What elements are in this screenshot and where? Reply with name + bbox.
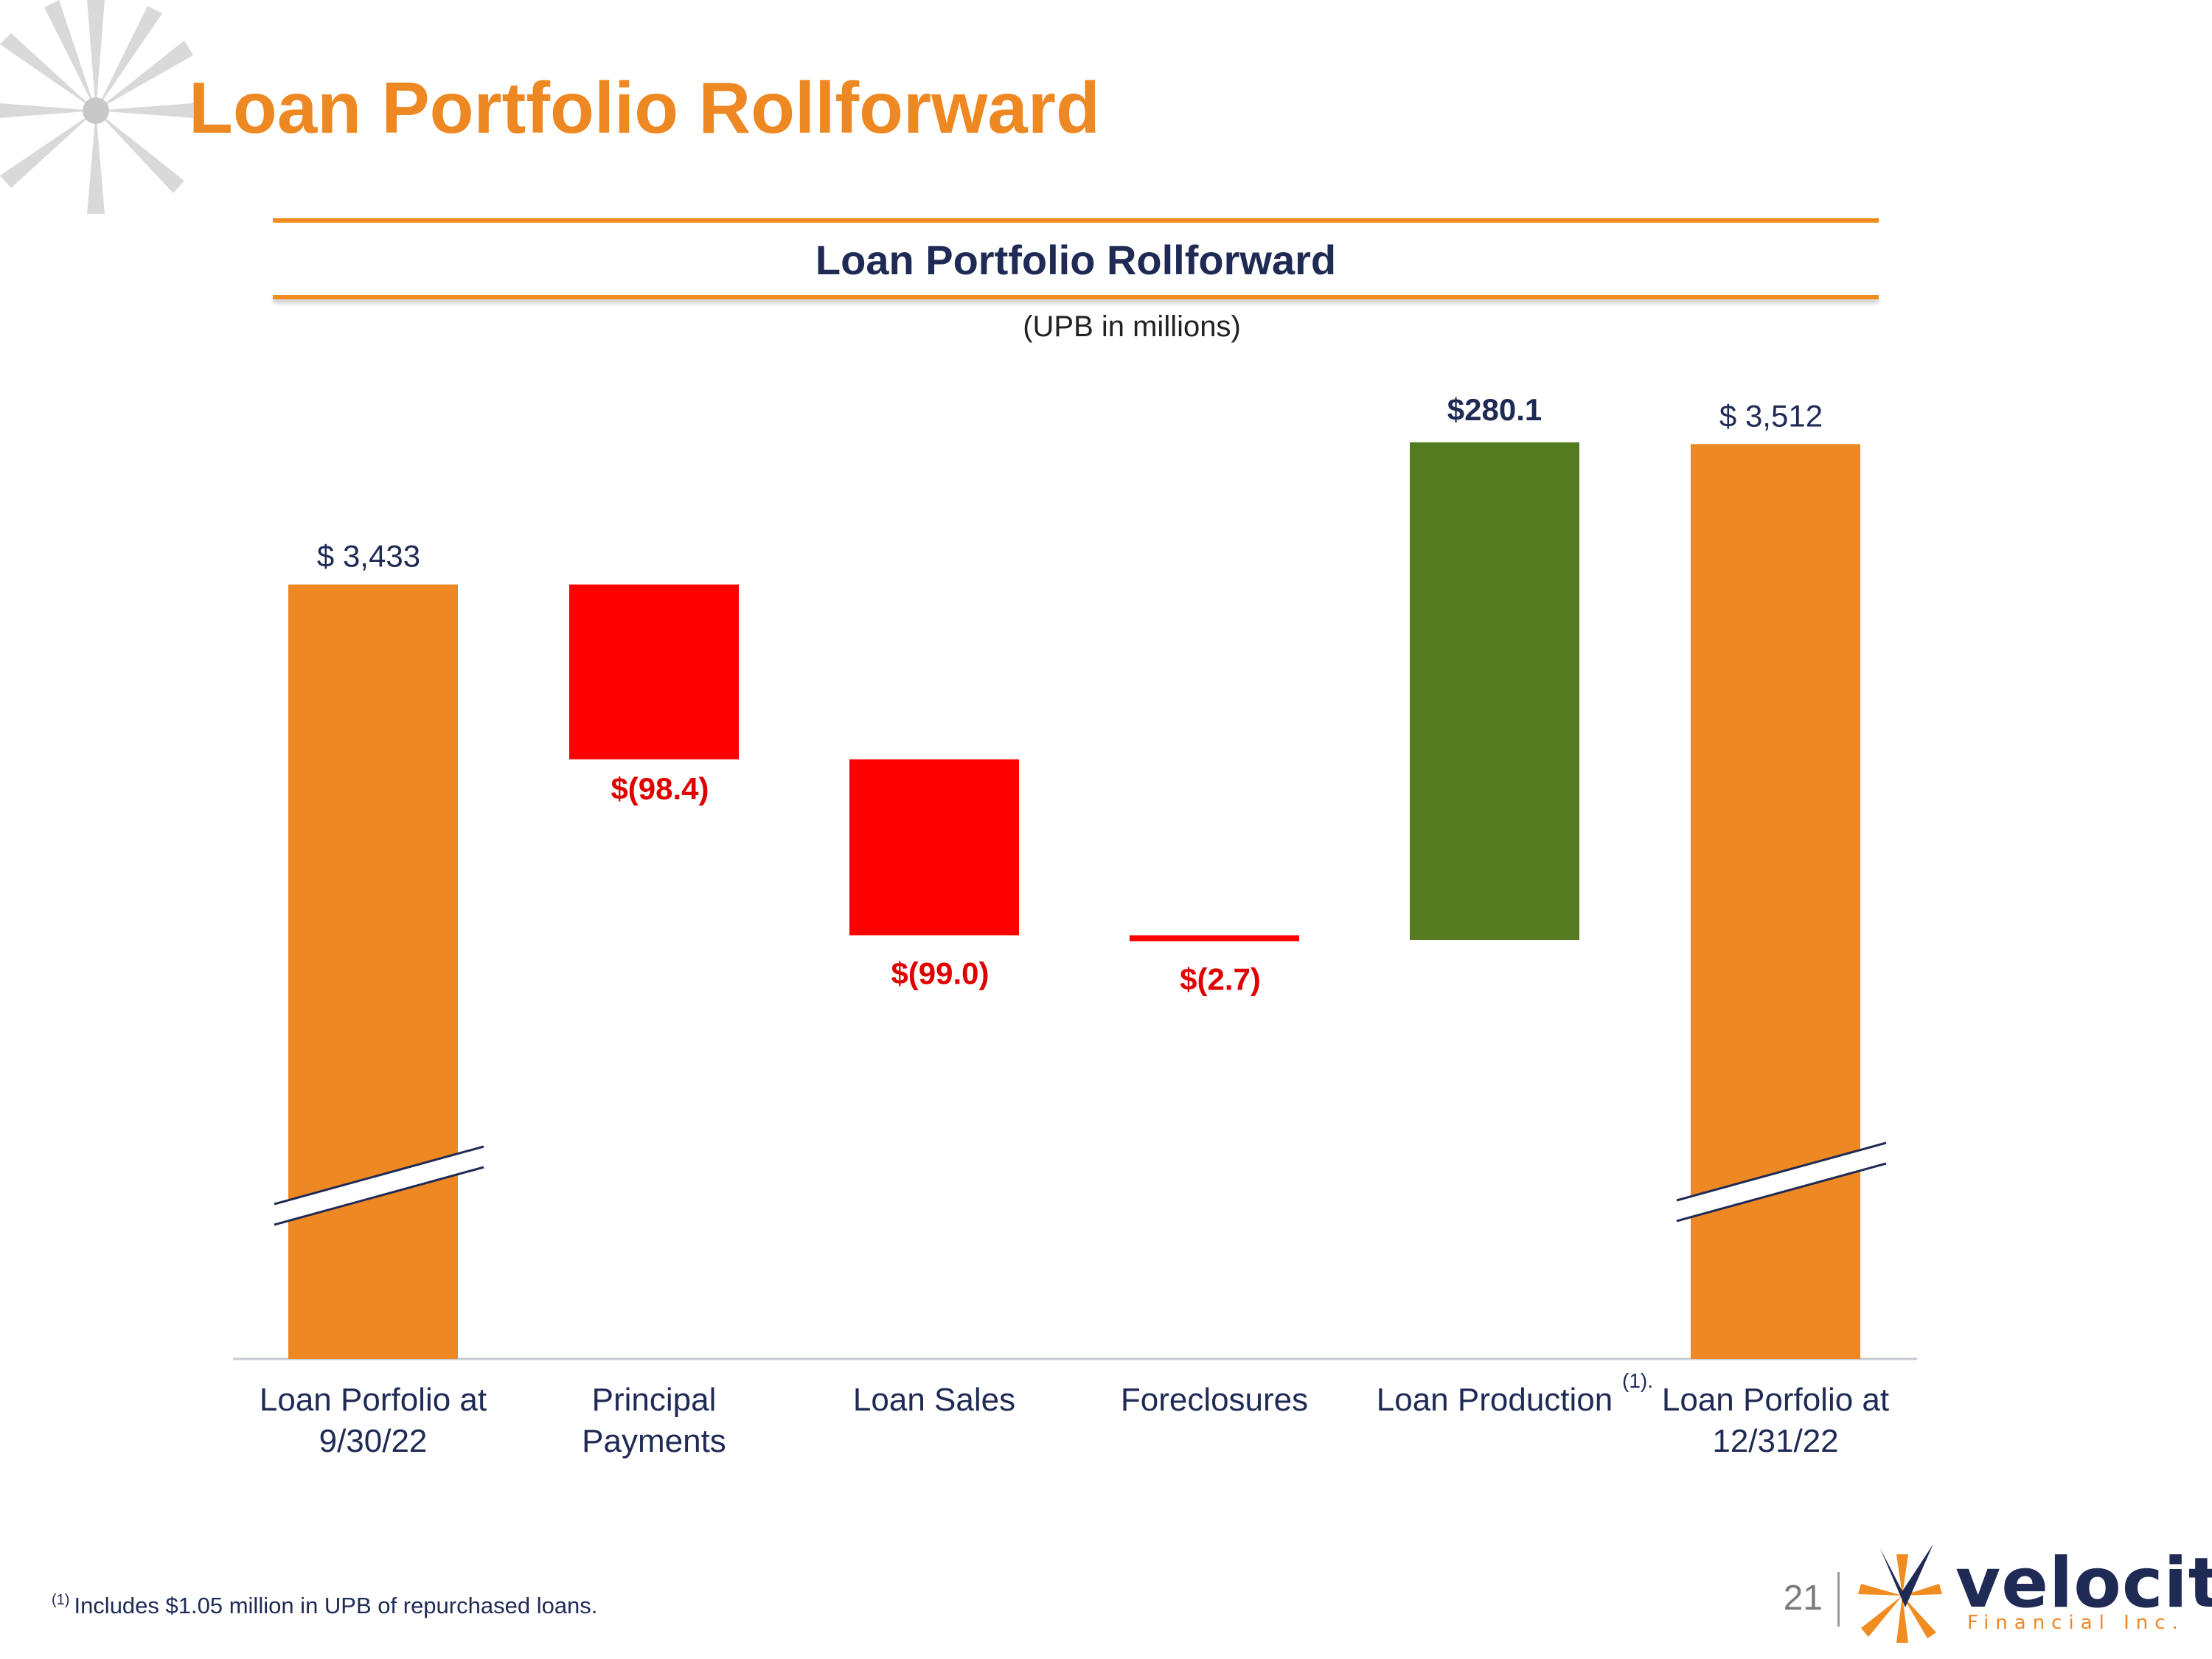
axis-break-line-6b bbox=[1676, 1162, 1887, 1222]
bar-4 bbox=[1130, 935, 1299, 942]
heading-bottom-rule bbox=[273, 295, 1879, 299]
footnote-text: Includes $1.05 million in UPB of repurch… bbox=[74, 1593, 598, 1618]
page-divider bbox=[1837, 1572, 1840, 1627]
data-label-3: $(99.0) bbox=[891, 956, 989, 990]
category-footnote-marker-5: (1). bbox=[1622, 1369, 1653, 1392]
category-label-6-line-1: Loan Porfolio at bbox=[1662, 1382, 1889, 1418]
axis-break-gap-6 bbox=[1677, 1143, 1886, 1221]
category-label-4: Foreclosures bbox=[1121, 1382, 1308, 1418]
data-label-2: $(98.4) bbox=[611, 771, 709, 806]
chart-subheading: (UPB in millions) bbox=[1023, 310, 1241, 343]
logo-wordmark: velocity bbox=[1955, 1543, 2212, 1624]
data-label-1: $ 3,433 bbox=[317, 539, 420, 574]
logo-tagline: Financial Inc. bbox=[1967, 1612, 2185, 1634]
data-label-5: $280.1 bbox=[1447, 392, 1542, 427]
star-logo-icon bbox=[0, 0, 193, 214]
page-number: 21 bbox=[1783, 1579, 1823, 1618]
footnote-marker: (1) bbox=[52, 1592, 70, 1608]
chart-heading: Loan Portfolio Rollforward bbox=[815, 237, 1337, 283]
data-label-6: $ 3,512 bbox=[1719, 398, 1823, 433]
slide-title: Loan Portfolio Rollforward bbox=[189, 67, 1100, 148]
bar-3 bbox=[849, 759, 1019, 936]
bar-5 bbox=[1410, 442, 1579, 940]
category-label-1-line-1: Loan Porfolio at bbox=[260, 1382, 487, 1418]
bar-2 bbox=[569, 584, 739, 759]
axis-break-gap-1 bbox=[274, 1147, 484, 1225]
axis-break-line-1a bbox=[274, 1145, 484, 1206]
velocity-star-icon bbox=[1858, 1544, 1942, 1643]
data-label-4: $(2.7) bbox=[1180, 961, 1261, 996]
heading-top-rule bbox=[273, 218, 1879, 223]
footnote: (1) Includes $1.05 million in UPB of repu… bbox=[52, 1585, 597, 1621]
axis-break-line-6a bbox=[1676, 1141, 1887, 1202]
category-label-2-line-2: Payments bbox=[582, 1423, 726, 1459]
category-label-5: Loan Production bbox=[1377, 1382, 1613, 1418]
axis-break-line-1b bbox=[274, 1166, 484, 1226]
category-label-6-line-2: 12/31/22 bbox=[1712, 1423, 1838, 1459]
category-label-3: Loan Sales bbox=[853, 1382, 1015, 1418]
bar-6 bbox=[1691, 444, 1860, 1359]
bar-1 bbox=[288, 584, 458, 1359]
category-label-2-line-1: Principal bbox=[592, 1382, 717, 1418]
category-label-1-line-2: 9/30/22 bbox=[319, 1423, 428, 1459]
